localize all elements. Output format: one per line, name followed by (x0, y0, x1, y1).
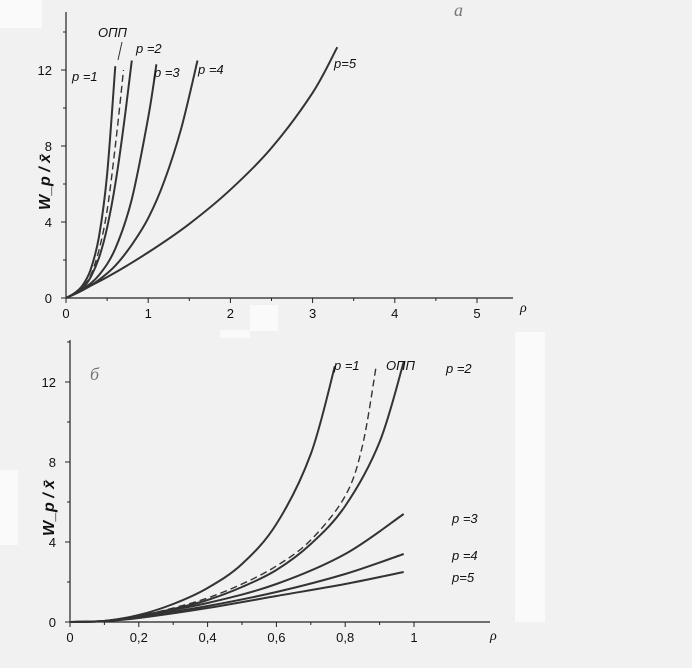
panel-a-series-label-p3: p =3 (153, 65, 180, 80)
panel-b-chart: б 0 4 8 12 0 0,2 0,4 0,6 0,8 1 W_p / x̄ ρ p =1 О… (41, 340, 497, 645)
panel-a-label: а (454, 0, 463, 20)
panel-b-x-tick-label: 0,8 (336, 630, 354, 645)
panel-b-series-label-p5: p=5 (451, 570, 475, 585)
panel-a-x-tick-label: 0 (62, 306, 69, 321)
panel-a-x-tick-label: 4 (391, 306, 398, 321)
panel-b-x-tick-label: 0,4 (199, 630, 217, 645)
panel-a-series-label-p5: p=5 (333, 56, 357, 71)
panel-b-series-line-5 (69, 553, 405, 623)
panel-a-y-axis-label: W_p / x̄ (37, 153, 54, 210)
panel-b-series-label-p2: p =2 (445, 361, 472, 376)
panel-a-series-label-opp: ОПП (98, 25, 128, 40)
panel-b-series-line-1 (69, 365, 336, 623)
panel-b-series-label-p4: p =4 (451, 548, 478, 563)
panel-a-series-line-2 (65, 69, 125, 299)
panel-b-series-line-6 (69, 571, 404, 623)
panel-b-x-tick-label: 1 (410, 630, 417, 645)
panel-a-x-tick-label: 2 (227, 306, 234, 321)
panel-b-series-label-opp: ОПП (386, 358, 416, 373)
panel-a-x-tick-label: 3 (309, 306, 316, 321)
scan-patch (0, 0, 42, 28)
panel-b-x-tick-label: 0,2 (130, 630, 148, 645)
panel-a-series-line-3 (65, 60, 133, 299)
panel-b-y-tick-label: 8 (49, 455, 56, 470)
scan-patch (0, 470, 18, 545)
panel-a-y-tick-label: 8 (45, 139, 52, 154)
scan-patch (250, 305, 278, 331)
panel-b-y-tick-label: 4 (49, 535, 56, 550)
panel-b-y-axis-label: W_p / x̄ (41, 479, 58, 536)
panel-a-y-tick-label: 4 (45, 215, 52, 230)
panel-b-series-label-p3: p =3 (451, 511, 478, 526)
panel-a-series-line-4 (65, 64, 158, 299)
panel-b-series-label-p1: p =1 (333, 358, 360, 373)
panel-a-y-tick-label: 0 (45, 291, 52, 306)
panel-a-series-line-6 (65, 46, 339, 299)
panel-a-x-tick-label: 5 (473, 306, 480, 321)
panel-a-series-label-p1: p =1 (71, 69, 98, 84)
panel-a-opp-leader-line (117, 41, 123, 61)
scan-patch (515, 332, 545, 622)
panel-b-series-line-2 (69, 365, 377, 623)
panel-a-series-label-p4: p =4 (197, 62, 224, 77)
panel-b-y-tick-label: 12 (42, 375, 56, 390)
panel-b-x-tick-label: 0 (66, 630, 73, 645)
panel-b-label: б (90, 364, 100, 384)
panel-a-x-tick-label: 1 (145, 306, 152, 321)
panel-a-x-axis-label: ρ (519, 301, 527, 316)
panel-a-y-tick-label: 12 (38, 63, 52, 78)
panel-b-x-axis-label: ρ (489, 629, 497, 644)
panel-b-x-tick-label: 0,6 (267, 630, 285, 645)
panel-b-y-tick-label: 0 (49, 615, 56, 630)
panel-a-series-label-p2: p =2 (135, 41, 162, 56)
scan-patch (220, 330, 250, 338)
